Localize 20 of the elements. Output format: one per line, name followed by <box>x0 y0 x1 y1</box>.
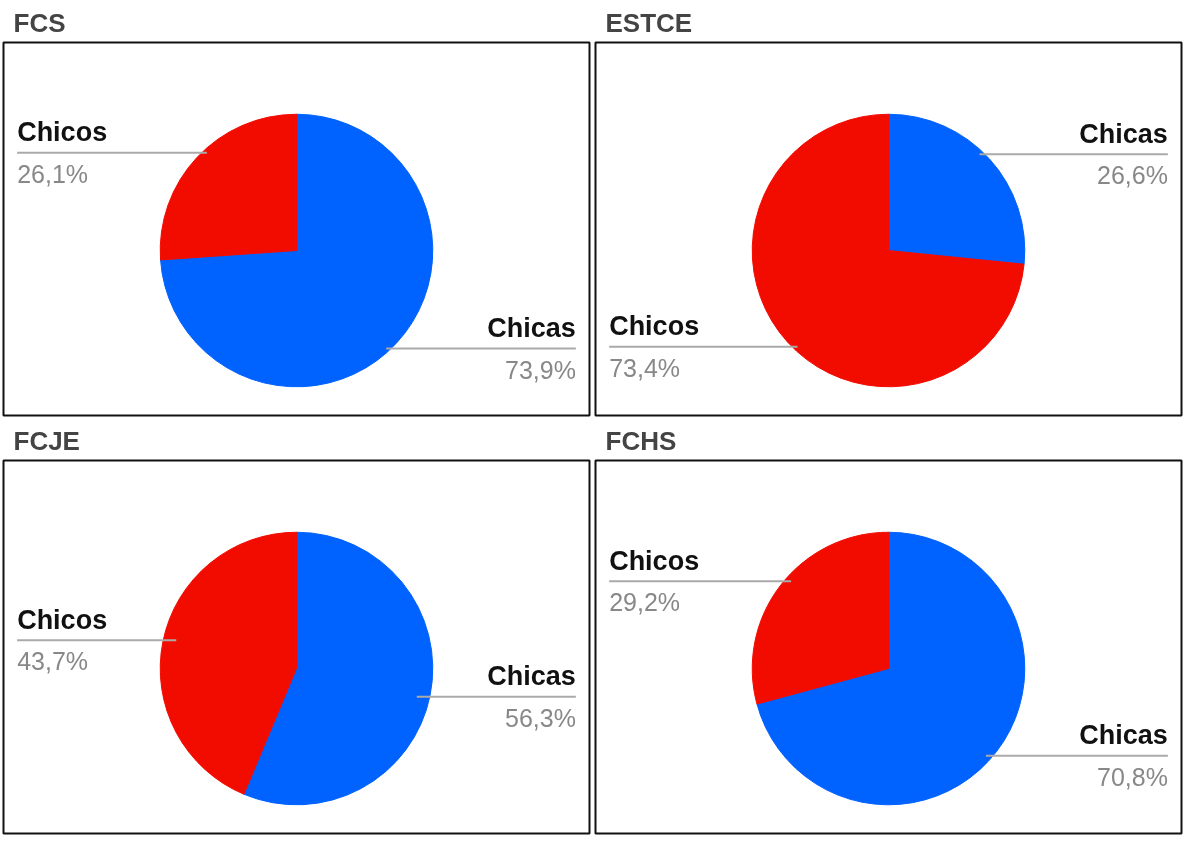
slice-label: Chicos <box>609 311 700 341</box>
chart-title: ESTCE <box>605 7 693 38</box>
data-label: 26,1% <box>17 159 89 188</box>
chart-title: FCJE <box>13 425 80 456</box>
data-label: 26,6% <box>1096 161 1168 190</box>
slice-label: Chicas <box>487 312 576 343</box>
slice-label: Chicas <box>1079 720 1168 750</box>
slice-label: Chicos <box>17 116 108 147</box>
data-label: 43,7% <box>17 647 89 676</box>
slice-label: Chicas <box>487 660 576 691</box>
chart-title: FCHS <box>605 425 677 456</box>
data-label: 73,4% <box>609 353 681 382</box>
data-label: 29,2% <box>609 588 681 617</box>
data-label: 70,8% <box>1096 762 1168 791</box>
data-label: 56,3% <box>504 703 576 732</box>
chart-title: FCS <box>13 7 66 38</box>
slice-label: Chicos <box>609 545 700 576</box>
data-label: 73,9% <box>504 355 576 384</box>
slice-label: Chicas <box>1079 118 1168 149</box>
slice-label: Chicos <box>17 604 108 635</box>
